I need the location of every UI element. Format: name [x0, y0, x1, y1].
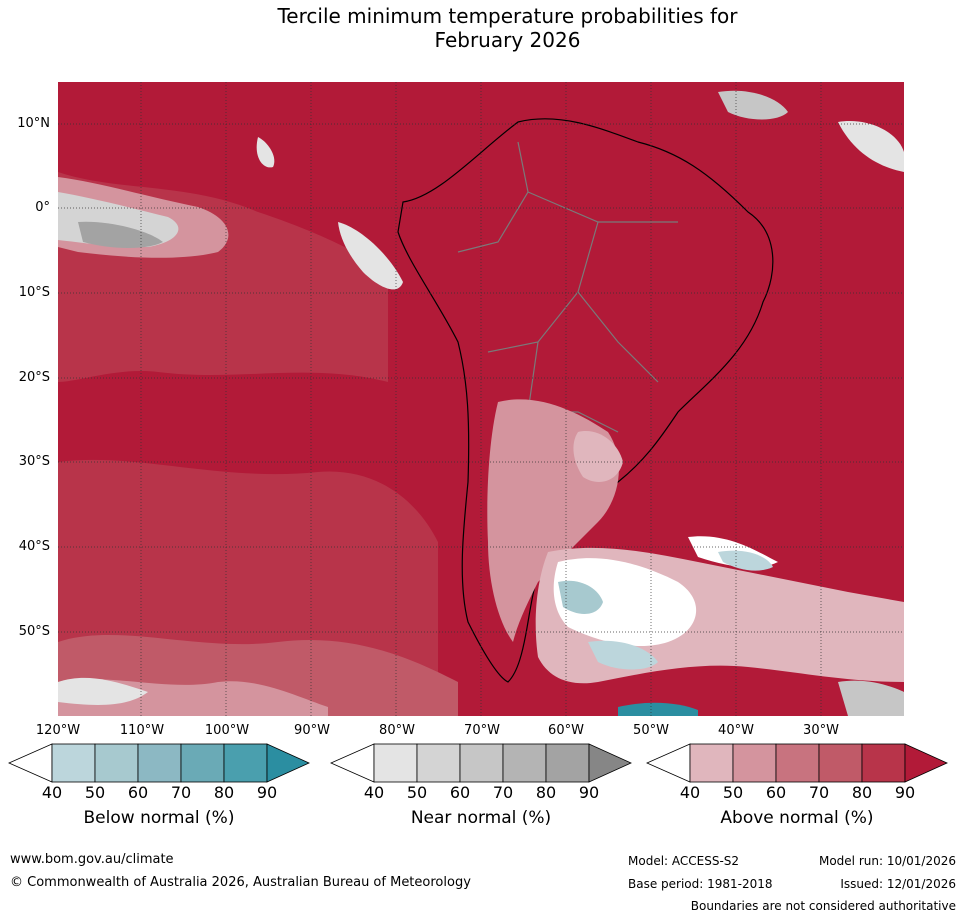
- atlantic-below-patch: [718, 550, 773, 571]
- cbar-above-tick-50: 50: [722, 783, 744, 802]
- cbar-below-tick-60: 60: [127, 783, 149, 802]
- cbar-below-seg-4: [180, 743, 225, 783]
- cbar-near-tick-70: 70: [492, 783, 514, 802]
- cbar-below-seg-0: [8, 743, 53, 783]
- lat-label-20s: 20°S: [18, 370, 50, 385]
- lat-label-40s: 40°S: [18, 539, 50, 554]
- southern-ocean-below-patch: [618, 702, 698, 716]
- southwest-grey: [58, 677, 148, 705]
- cbar-below-title: Below normal (%): [83, 808, 235, 828]
- cbar-above-tick-90: 90: [894, 783, 916, 802]
- cbar-above-tick-60: 60: [765, 783, 787, 802]
- lat-label-0: 0°: [35, 200, 50, 215]
- lon-label-50w: 50°W: [633, 723, 669, 738]
- eq-pacific-dark-grey: [78, 221, 163, 248]
- lon-label-40w: 40°W: [718, 723, 754, 738]
- country-borders: [457, 141, 678, 483]
- cbar-below-tick-90: 90: [256, 783, 278, 802]
- cbar-above-tick-80: 80: [851, 783, 873, 802]
- cbar-below-seg-1: [51, 743, 96, 783]
- peru-coast-grey: [338, 222, 403, 290]
- cbar-above-seg-1: [689, 743, 734, 783]
- footer-base-period: Base period: 1981-2018: [628, 877, 773, 891]
- cbar-below-tick-70: 70: [170, 783, 192, 802]
- lon-label-60w: 60°W: [548, 723, 584, 738]
- cbar-near-tick-40: 40: [363, 783, 385, 802]
- cbar-near-tick-90: 90: [578, 783, 600, 802]
- cbar-above-seg-2: [732, 743, 777, 783]
- lon-label-90w: 90°W: [294, 723, 330, 738]
- atlantic-grey-north: [838, 121, 904, 172]
- lon-label-30w: 30°W: [803, 723, 839, 738]
- lat-label-10s: 10°S: [18, 285, 50, 300]
- cbar-above-seg-0: [646, 743, 691, 783]
- footer-disclaimer: Boundaries are not considered authoritat…: [690, 899, 956, 913]
- lon-label-100w: 100°W: [204, 723, 250, 738]
- lat-label-50s: 50°S: [18, 624, 50, 639]
- cbar-above-tick-70: 70: [808, 783, 830, 802]
- caribbean-grey: [718, 90, 788, 120]
- cbar-near-seg-1: [373, 743, 418, 783]
- cbar-below-tick-50: 50: [84, 783, 106, 802]
- footer-model: Model: ACCESS-S2: [628, 854, 740, 868]
- cbar-below-seg-6: [266, 743, 310, 783]
- cbar-below-seg-5: [223, 743, 268, 783]
- title-line-2: February 2026: [434, 28, 581, 52]
- lon-label-120w: 120°W: [35, 723, 81, 738]
- below-normal-patch-1: [558, 580, 603, 614]
- cbar-above-seg-3: [775, 743, 820, 783]
- cbar-near-tick-50: 50: [406, 783, 428, 802]
- footer-issued: Issued: 12/01/2026: [840, 877, 956, 891]
- cbar-above-seg-5: [861, 743, 906, 783]
- title-line-1: Tercile minimum temperature probabilitie…: [277, 4, 738, 28]
- pacific-grey-spot: [256, 137, 275, 168]
- cbar-near-title: Near normal (%): [410, 808, 552, 828]
- cbar-below-tick-80: 80: [213, 783, 235, 802]
- cbar-above-seg-6: [904, 743, 948, 783]
- cbar-below-tick-40: 40: [41, 783, 63, 802]
- footer-model-run: Model run: 10/01/2026: [818, 854, 956, 868]
- lon-label-80w: 80°W: [379, 723, 415, 738]
- uruguay-light-pink: [573, 431, 623, 482]
- colorbar-above-normal: [646, 743, 948, 783]
- cbar-below-seg-3: [137, 743, 182, 783]
- cbar-near-tick-60: 60: [449, 783, 471, 802]
- map-canvas: [58, 82, 904, 716]
- cbar-near-seg-4: [502, 743, 547, 783]
- lon-label-110w: 110°W: [119, 723, 165, 738]
- footer-copyright: © Commonwealth of Australia 2026, Austra…: [10, 875, 471, 890]
- cbar-near-tick-80: 80: [535, 783, 557, 802]
- southeast-grey: [838, 680, 904, 716]
- cbar-below-seg-2: [94, 743, 139, 783]
- colorbar-below-normal: [8, 743, 310, 783]
- cbar-near-seg-0: [330, 743, 375, 783]
- map-title: Tercile minimum temperature probabilitie…: [0, 4, 965, 52]
- below-normal-patch-2: [588, 640, 658, 670]
- cbar-near-seg-2: [416, 743, 461, 783]
- gridlines: [58, 82, 904, 716]
- lon-label-70w: 70°W: [464, 723, 500, 738]
- lat-label-30s: 30°S: [18, 454, 50, 469]
- probability-map: [58, 82, 904, 716]
- footer-website-link[interactable]: www.bom.gov.au/climate: [10, 852, 174, 867]
- cbar-near-seg-6: [588, 743, 632, 783]
- cbar-above-seg-4: [818, 743, 863, 783]
- patagonia-white: [553, 558, 697, 647]
- colorbar-near-normal: [330, 743, 632, 783]
- cbar-near-seg-3: [459, 743, 504, 783]
- cbar-above-tick-40: 40: [679, 783, 701, 802]
- lat-label-10n: 10°N: [17, 116, 50, 131]
- cbar-above-title: Above normal (%): [720, 808, 874, 828]
- cbar-near-seg-5: [545, 743, 590, 783]
